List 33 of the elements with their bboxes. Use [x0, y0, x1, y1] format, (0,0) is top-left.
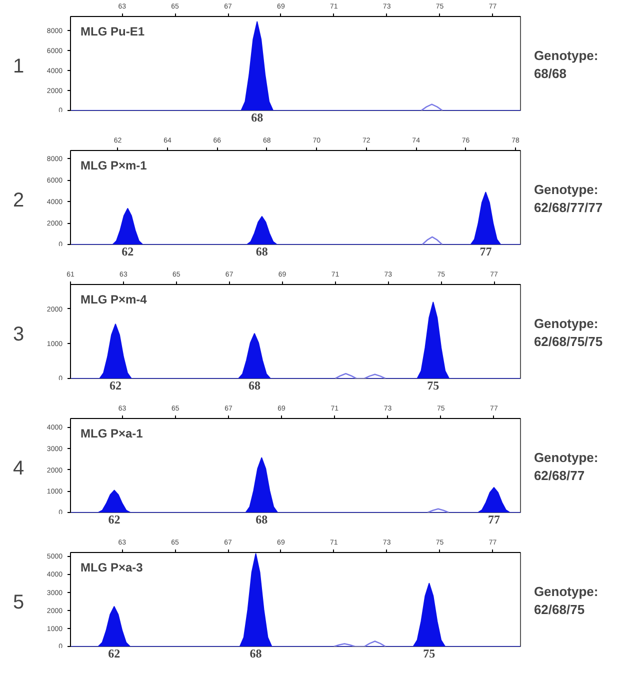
annotation: 62 — [108, 512, 120, 526]
annotation: 62 — [122, 244, 134, 258]
text: 62/68/75 — [534, 602, 585, 617]
annotation: 68 — [250, 646, 262, 660]
annotation: 62 — [110, 378, 122, 392]
text: 2 — [12, 190, 24, 212]
text: 62/68/77/77 — [534, 200, 603, 215]
annotation: 75 — [423, 646, 436, 660]
text: MLG P×a-3 — [80, 560, 144, 574]
text: 5 — [12, 592, 24, 614]
annotation: 68 — [251, 110, 264, 124]
text: Genotype: — [534, 450, 598, 465]
text: Genotype: — [534, 48, 598, 63]
text: MLG Pu-E1 — [80, 24, 145, 38]
text: MLG P×m-1 — [80, 158, 148, 172]
annotation: 68 — [256, 512, 268, 526]
text: 62/68/77 — [534, 468, 585, 483]
text: MLG P×a-1 — [80, 426, 144, 440]
text: 3 — [12, 324, 24, 346]
text: Genotype: — [534, 182, 598, 197]
text: Genotype: — [534, 316, 598, 331]
text: 68/68 — [534, 66, 566, 81]
annotation: 62 — [108, 646, 120, 660]
text: 62/68/75/75 — [534, 334, 603, 349]
annotation: 77 — [480, 244, 492, 258]
annotation: 68 — [256, 244, 268, 258]
annotation: 68 — [248, 378, 260, 392]
text: 4 — [12, 458, 24, 480]
text: 1 — [12, 56, 24, 78]
annotation: 75 — [427, 378, 440, 392]
text: Genotype: — [534, 584, 598, 599]
text: MLG P×m-4 — [80, 292, 148, 306]
annotation: 77 — [488, 512, 500, 526]
